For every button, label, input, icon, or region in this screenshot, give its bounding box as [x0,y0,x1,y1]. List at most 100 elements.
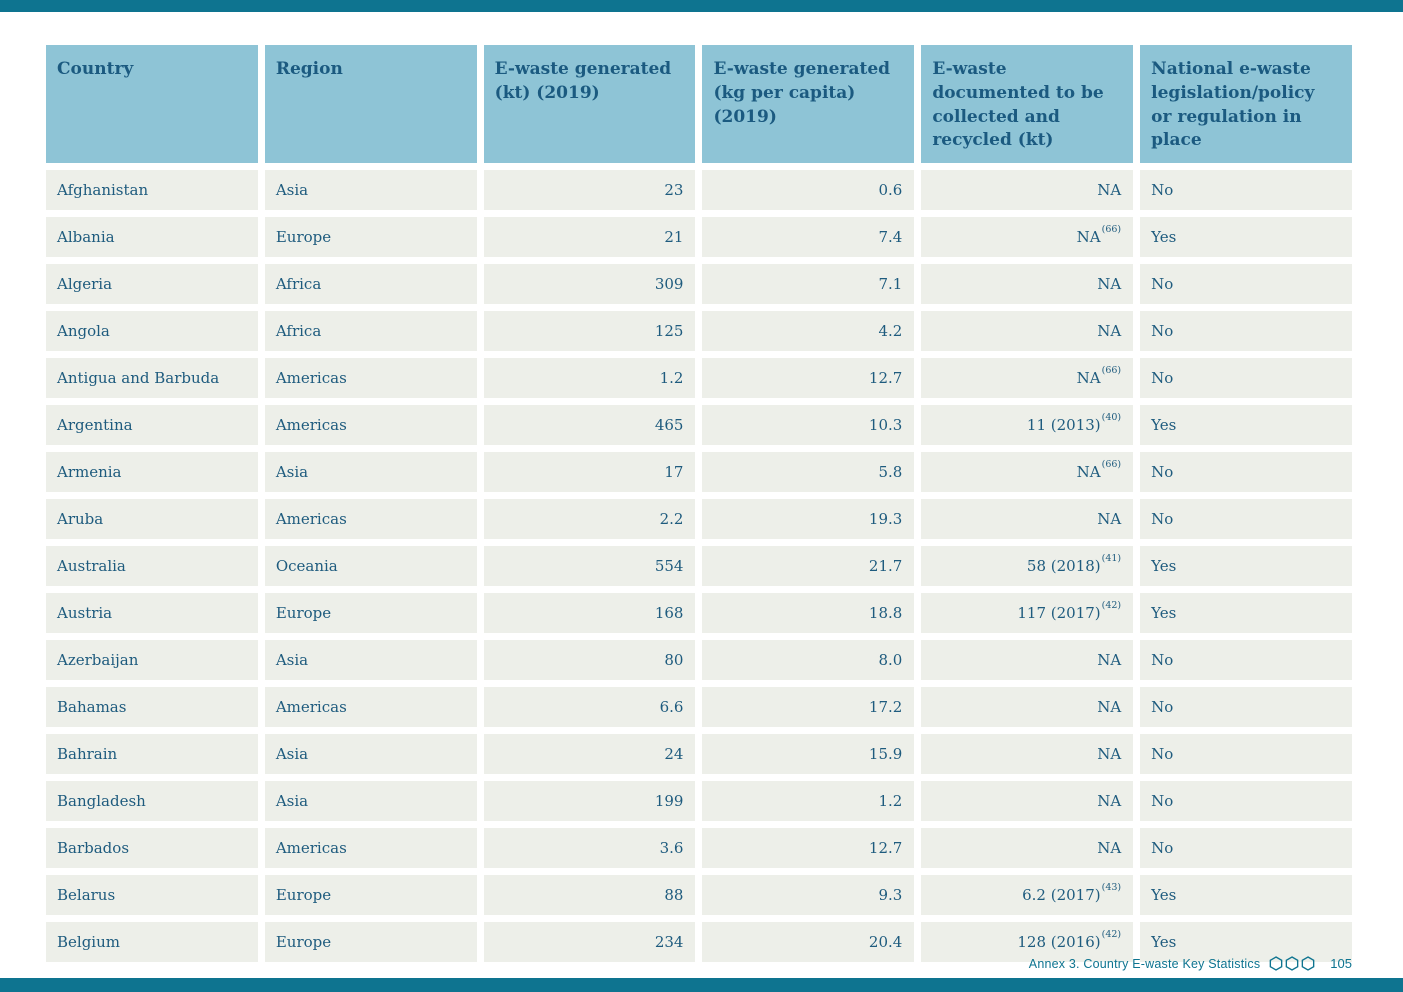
cell-region: Asia [264,734,477,775]
cell-region: Africa [264,264,477,305]
cell-ewaste-generated-kt: 80 [483,640,696,681]
cell-legislation: No [1140,311,1352,352]
cell-region: Asia [264,452,477,493]
table-row: Belarus Europe 88 9.3 6.2 (2017)(43) Yes [46,875,1352,916]
cell-legislation: Yes [1140,546,1352,587]
cell-legislation: No [1140,499,1352,540]
cell-collected-recycled-kt: NA [921,264,1134,305]
cell-collected-recycled-kt: NA [921,499,1134,540]
cell-ewaste-kg-per-capita: 19.3 [702,499,915,540]
cell-ewaste-kg-per-capita: 21.7 [702,546,915,587]
cell-country: Albania [46,217,258,258]
cell-country: Bahrain [46,734,258,775]
top-accent-bar [0,0,1403,12]
table-row: Armenia Asia 17 5.8 NA(66) No [46,452,1352,493]
cell-ewaste-kg-per-capita: 20.4 [702,922,915,963]
cell-region: Europe [264,875,477,916]
header-cell-country: Country [46,45,258,164]
cell-ewaste-kg-per-capita: 12.7 [702,358,915,399]
cell-ewaste-generated-kt: 2.2 [483,499,696,540]
cell-legislation: Yes [1140,875,1352,916]
cell-legislation: No [1140,687,1352,728]
cell-legislation: Yes [1140,922,1352,963]
cell-legislation: No [1140,781,1352,822]
hexagon-icon [1301,956,1315,971]
cell-collected-recycled-kt: NA [921,687,1134,728]
cell-country: Bangladesh [46,781,258,822]
table-row: Bangladesh Asia 199 1.2 NA No [46,781,1352,822]
cell-region: Americas [264,358,477,399]
cell-legislation: No [1140,734,1352,775]
cell-ewaste-kg-per-capita: 7.4 [702,217,915,258]
cell-region: Americas [264,828,477,869]
cell-ewaste-generated-kt: 554 [483,546,696,587]
cell-country: Australia [46,546,258,587]
cell-ewaste-generated-kt: 309 [483,264,696,305]
page-number: 105 [1330,956,1352,971]
ewaste-statistics-table: Country Region E-waste generated (kt) (201… [46,45,1352,963]
cell-country: Belarus [46,875,258,916]
cell-region: Europe [264,922,477,963]
cell-legislation: No [1140,828,1352,869]
table-row: Angola Africa 125 4.2 NA No [46,311,1352,352]
cell-collected-recycled-kt: 128 (2016)(42) [921,922,1134,963]
cell-ewaste-generated-kt: 88 [483,875,696,916]
cell-ewaste-kg-per-capita: 17.2 [702,687,915,728]
table-header-row: Country Region E-waste generated (kt) (201… [46,45,1352,164]
cell-region: Americas [264,499,477,540]
cell-ewaste-kg-per-capita: 1.2 [702,781,915,822]
cell-ewaste-kg-per-capita: 8.0 [702,640,915,681]
cell-ewaste-generated-kt: 1.2 [483,358,696,399]
cell-collected-recycled-kt: NA [921,828,1134,869]
table-row: Belgium Europe 234 20.4 128 (2016)(42) Yes [46,922,1352,963]
header-cell-ewaste-kg: E-waste generated (kg per capita) (2019) [702,45,915,164]
cell-ewaste-kg-per-capita: 9.3 [702,875,915,916]
cell-country: Barbados [46,828,258,869]
cell-legislation: No [1140,640,1352,681]
cell-ewaste-generated-kt: 17 [483,452,696,493]
cell-ewaste-kg-per-capita: 12.7 [702,828,915,869]
cell-collected-recycled-kt: 117 (2017)(42) [921,593,1134,634]
header-cell-legislation: National e-waste legislation/policy or r… [1140,45,1352,164]
cell-legislation: No [1140,358,1352,399]
page-footer: Annex 3. Country E-waste Key Statistics … [1029,956,1352,971]
cell-ewaste-generated-kt: 24 [483,734,696,775]
cell-ewaste-generated-kt: 465 [483,405,696,446]
bottom-accent-bar [0,978,1403,992]
hexagon-logo [1269,956,1315,971]
cell-region: Asia [264,640,477,681]
annex-title: Annex 3. Country E-waste Key Statistics [1028,956,1261,971]
cell-region: Europe [264,593,477,634]
table-row: Barbados Americas 3.6 12.7 NA No [46,828,1352,869]
cell-region: Americas [264,687,477,728]
cell-legislation: No [1140,264,1352,305]
cell-ewaste-generated-kt: 3.6 [483,828,696,869]
table-row: Australia Oceania 554 21.7 58 (2018)(41) Yes [46,546,1352,587]
cell-region: Europe [264,217,477,258]
cell-ewaste-generated-kt: 23 [483,170,696,211]
cell-collected-recycled-kt: NA [921,311,1134,352]
cell-country: Armenia [46,452,258,493]
cell-collected-recycled-kt: NA [921,170,1134,211]
cell-collected-recycled-kt: NA [921,781,1134,822]
cell-ewaste-kg-per-capita: 4.2 [702,311,915,352]
cell-region: Asia [264,781,477,822]
cell-collected-recycled-kt: NA [921,640,1134,681]
cell-country: Argentina [46,405,258,446]
cell-ewaste-generated-kt: 234 [483,922,696,963]
table-row: Argentina Americas 465 10.3 11 (2013)(40) Yes [46,405,1352,446]
header-cell-region: Region [264,45,477,164]
cell-region: Oceania [264,546,477,587]
table-row: Austria Europe 168 18.8 117 (2017)(42) Yes [46,593,1352,634]
cell-collected-recycled-kt: NA(66) [921,217,1134,258]
cell-country: Aruba [46,499,258,540]
cell-collected-recycled-kt: NA(66) [921,452,1134,493]
table-row: Aruba Americas 2.2 19.3 NA No [46,499,1352,540]
header-cell-collected: E-waste documented to be collected and r… [921,45,1134,164]
cell-country: Antigua and Barbuda [46,358,258,399]
cell-collected-recycled-kt: NA [921,734,1134,775]
cell-ewaste-generated-kt: 21 [483,217,696,258]
cell-legislation: No [1140,452,1352,493]
cell-collected-recycled-kt: 6.2 (2017)(43) [921,875,1134,916]
cell-ewaste-kg-per-capita: 0.6 [702,170,915,211]
